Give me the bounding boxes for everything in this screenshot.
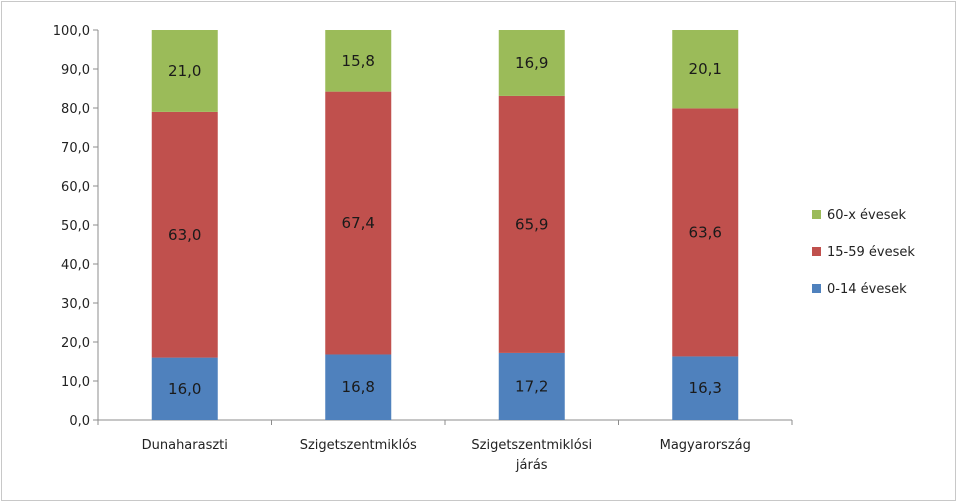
data-label: 65,9: [515, 215, 548, 233]
legend-label: 60-x évesek: [827, 208, 907, 223]
bar-segment: [325, 91, 392, 355]
data-label: 16,9: [515, 54, 548, 72]
data-label: 15,8: [342, 52, 375, 70]
data-label: 63,0: [168, 226, 201, 244]
legend-label: 0-14 évesek: [827, 282, 907, 297]
y-tick-label: 20,0: [61, 336, 90, 351]
y-tick-label: 0,0: [69, 414, 90, 429]
bar-segment: [498, 352, 565, 420]
bar-segment: [325, 354, 392, 420]
bar-segment: [151, 111, 218, 358]
bar-segment: [672, 356, 739, 420]
y-tick-label: 60,0: [61, 180, 90, 195]
legend-swatch: [812, 210, 821, 219]
data-label: 16,0: [168, 380, 201, 398]
x-category-label: Dunaharaszti: [142, 438, 228, 453]
data-label: 16,3: [689, 379, 722, 397]
y-tick-label: 40,0: [61, 258, 90, 273]
y-tick-label: 70,0: [61, 141, 90, 156]
data-label: 17,2: [515, 377, 548, 395]
bar-segment: [325, 30, 392, 92]
bar-segment: [498, 95, 565, 353]
data-label: 63,6: [689, 223, 722, 241]
data-label: 20,1: [689, 60, 722, 78]
y-tick-label: 80,0: [61, 102, 90, 117]
data-label: 21,0: [168, 62, 201, 80]
x-category-label: Szigetszentmiklós: [300, 438, 417, 453]
legend-label: 15-59 évesek: [827, 245, 915, 260]
legend-swatch: [812, 247, 821, 256]
bar-segment: [151, 357, 218, 420]
y-tick-label: 90,0: [61, 63, 90, 78]
x-category-label: Magyarország: [660, 438, 751, 453]
bar-segment: [498, 30, 565, 96]
bar-segment: [672, 30, 739, 109]
data-label: 67,4: [342, 214, 375, 232]
bar-segment: [672, 108, 739, 357]
y-tick-label: 30,0: [61, 297, 90, 312]
legend-swatch: [812, 284, 821, 293]
data-label: 16,8: [342, 378, 375, 396]
x-category-label: Szigetszentmiklósi: [471, 438, 592, 453]
y-tick-label: 10,0: [61, 375, 90, 390]
y-tick-label: 100,0: [53, 24, 90, 39]
bar-segment: [151, 30, 218, 112]
y-tick-label: 50,0: [61, 219, 90, 234]
x-category-label: járás: [515, 458, 548, 473]
